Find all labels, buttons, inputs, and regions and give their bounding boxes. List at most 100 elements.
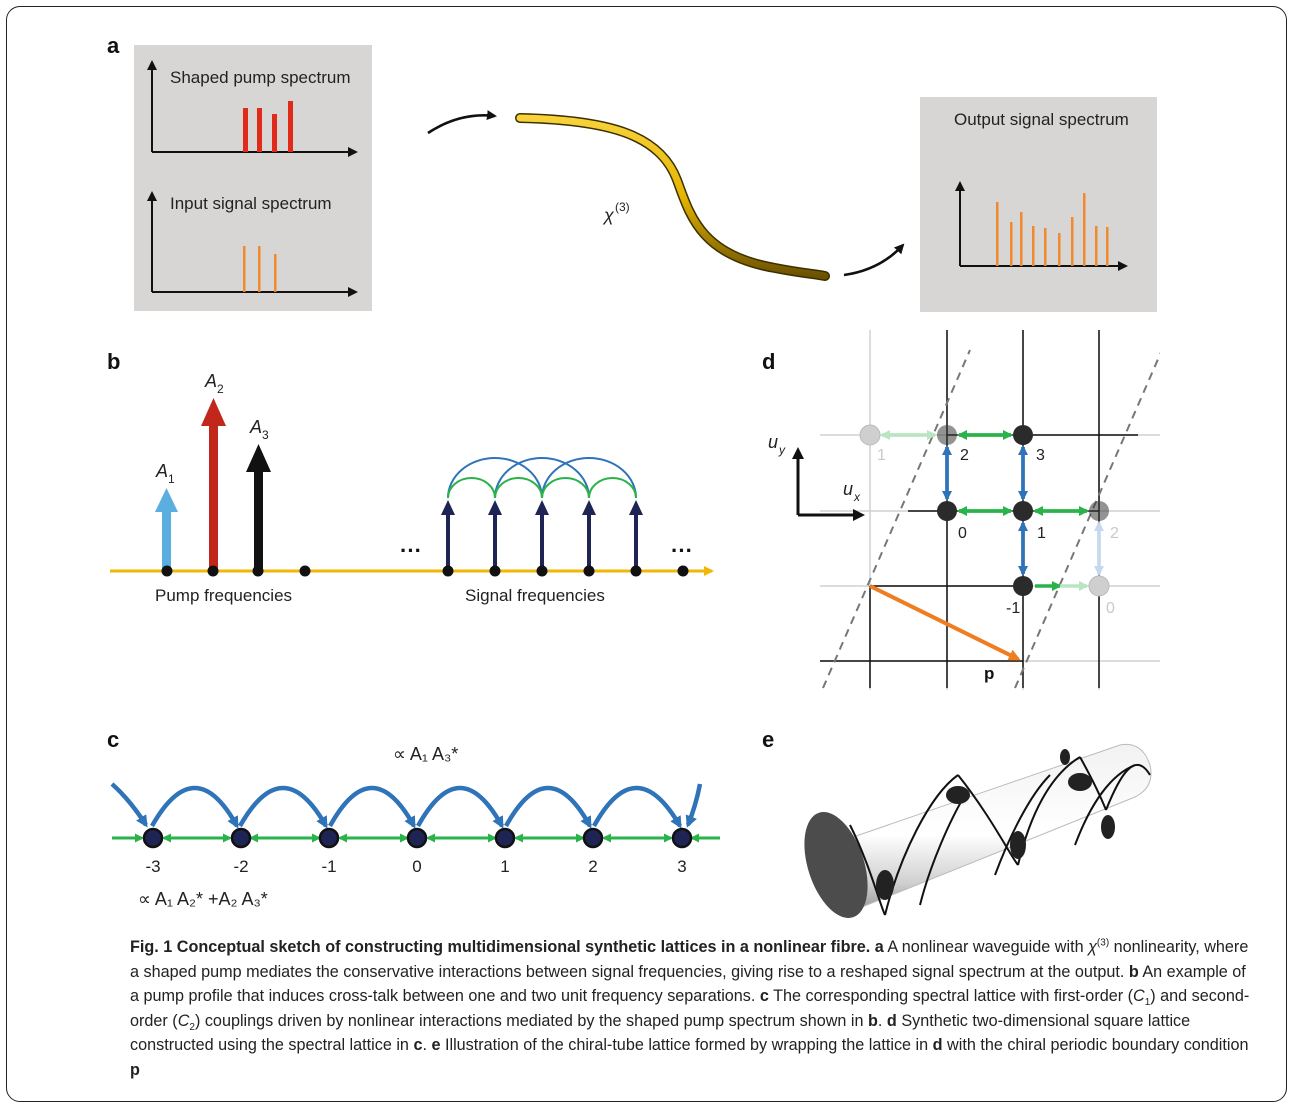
chi-superscript: (3) xyxy=(615,200,630,214)
caption-c-text-1: The corresponding spectral lattice with … xyxy=(773,987,1133,1005)
svg-text:-1: -1 xyxy=(1006,600,1020,617)
periodic-boundaries xyxy=(822,349,1160,689)
panel-letter-b: b xyxy=(107,349,121,374)
caption-a-text-2: nonlinearity, where a shaped pump mediat… xyxy=(130,938,1249,981)
caption-c-text-3: ) couplings driven by nonlinear interact… xyxy=(194,1011,864,1030)
caption-d-text: Synthetic two-dimensional square lattice… xyxy=(130,1011,1191,1055)
caption-title: Fig. 1 Conceptual sketch of constructing… xyxy=(130,938,871,956)
nonlinear-fibre xyxy=(516,114,829,280)
panel-d-svg: u y u x p xyxy=(768,330,1160,690)
site-label: 2 xyxy=(588,857,597,876)
ghost-horizontal-bonds xyxy=(880,430,1089,591)
amp-a1-sub: 1 xyxy=(168,472,175,486)
pump-spectrum-axes xyxy=(147,60,358,157)
tube-sites xyxy=(876,749,1115,900)
amp-a1-label: A xyxy=(155,461,168,481)
pump-frequency-dots xyxy=(161,565,311,577)
caption-a-text: A nonlinear waveguide with xyxy=(887,938,1084,956)
svg-text:2: 2 xyxy=(960,447,969,464)
svg-text:1: 1 xyxy=(877,447,886,464)
site-label: 3 xyxy=(677,857,686,876)
caption-b-text: An example of a pump profile that induce… xyxy=(130,962,1246,1006)
uy-subscript: y xyxy=(778,443,786,457)
pump-arrow-a2 xyxy=(201,398,226,571)
svg-text:0: 0 xyxy=(1106,600,1115,617)
pump-frequencies-label: Pump frequencies xyxy=(155,586,292,605)
ux-subscript: x xyxy=(853,490,861,504)
amp-a3-sub: 3 xyxy=(262,428,269,442)
ux-label: u xyxy=(843,479,853,499)
caption-c-ref: b xyxy=(868,1011,878,1030)
panel-c-svg: ∝ A₁ A₃* -3 -2 -1 0 xyxy=(110,744,720,909)
caption-c-letter: c xyxy=(759,987,769,1005)
caption-a-letter: a xyxy=(874,938,884,956)
output-signal-lines xyxy=(996,193,1109,266)
svg-text:0: 0 xyxy=(958,525,967,542)
second-order-coupling-arcs xyxy=(110,782,703,829)
signal-frequency-dots xyxy=(442,565,689,577)
figure-frame xyxy=(6,6,1287,1102)
uy-label: u xyxy=(768,432,778,452)
panel-letter-a: a xyxy=(107,33,120,58)
figure-caption: Fig. 1 Conceptual sketch of constructing… xyxy=(130,935,1250,1082)
panel-letter-d: d xyxy=(762,349,776,374)
caption-e-text-2: with the chiral periodic boundary condit… xyxy=(947,1036,1249,1054)
lattice-sites xyxy=(859,424,1110,597)
caption-c-end: . xyxy=(877,1011,883,1030)
vertical-bonds xyxy=(942,445,1028,576)
input-spectrum-axes xyxy=(147,191,358,297)
caption-chi-sup: (3) xyxy=(1096,937,1110,949)
pump-spectrum-label: Shaped pump spectrum xyxy=(170,68,351,87)
horizontal-bonds xyxy=(957,430,1089,591)
site-label: 1 xyxy=(500,857,509,876)
caption-e-p: p xyxy=(130,1060,140,1079)
lattice-site-labels: 1 2 3 0 1 2 -1 0 xyxy=(877,447,1119,617)
caption-c-text-2: ) and second-order ( xyxy=(130,987,1250,1030)
panel-b-svg: A 1 A 2 A 3 Pump frequencies ··· ··· Sig… xyxy=(110,371,714,605)
p-label: p xyxy=(984,664,994,683)
caption-c1-sub: 1 xyxy=(1144,997,1151,1009)
caption-c1: C xyxy=(1133,987,1145,1005)
svg-text:3: 3 xyxy=(1036,447,1045,464)
output-spectrum-label: Output signal spectrum xyxy=(954,110,1129,129)
caption-d-ref: c xyxy=(413,1036,423,1054)
caption-c2-sub: 2 xyxy=(189,1021,195,1033)
tube-end-cap xyxy=(804,811,868,919)
caption-e-letter: e xyxy=(431,1036,441,1054)
caption-d-end: . xyxy=(422,1036,427,1054)
site-label: -1 xyxy=(321,857,336,876)
second-order-arcs xyxy=(447,457,637,499)
pump-lines xyxy=(243,101,293,152)
signal-arrows xyxy=(441,500,643,571)
caption-d-letter: d xyxy=(886,1011,897,1030)
panel-e-svg xyxy=(804,743,1152,919)
second-order-coupling-label: ∝ A₁ A₃* xyxy=(393,744,458,764)
first-order-coupling-label: ∝ A₁ A₂* +A₂ A₃* xyxy=(138,889,268,909)
chiral-vector-p xyxy=(869,584,1021,661)
caption-c2: C xyxy=(177,1011,190,1030)
panel-letter-c: c xyxy=(107,727,120,752)
chi-symbol: χ xyxy=(602,205,615,225)
input-spectrum-box xyxy=(134,45,372,311)
amp-a2-label: A xyxy=(204,371,217,391)
lattice-axes xyxy=(792,447,865,521)
panel-letter-e: e xyxy=(762,727,775,752)
first-order-arcs xyxy=(447,477,637,499)
arrow-from-fibre xyxy=(843,243,905,277)
input-signal-lines xyxy=(243,246,277,292)
amp-a2-sub: 2 xyxy=(217,382,224,396)
spectral-lattice-sites xyxy=(142,827,693,849)
panel-a-svg: Shaped pump spectrum Input signal spectr… xyxy=(134,45,1157,312)
pump-arrow-a3 xyxy=(246,444,271,571)
svg-text:1: 1 xyxy=(1037,525,1046,542)
right-ellipsis: ··· xyxy=(671,538,693,563)
site-label: 0 xyxy=(412,857,421,876)
caption-e-ref: d xyxy=(932,1036,943,1054)
caption-e-text: Illustration of the chiral-tube lattice … xyxy=(444,1036,929,1054)
arrow-to-fibre xyxy=(427,110,497,135)
signal-frequencies-label: Signal frequencies xyxy=(465,586,605,605)
caption-chi: χ xyxy=(1088,938,1097,956)
left-ellipsis: ··· xyxy=(400,538,422,563)
site-label: -2 xyxy=(233,857,248,876)
amp-a3-label: A xyxy=(249,417,262,437)
